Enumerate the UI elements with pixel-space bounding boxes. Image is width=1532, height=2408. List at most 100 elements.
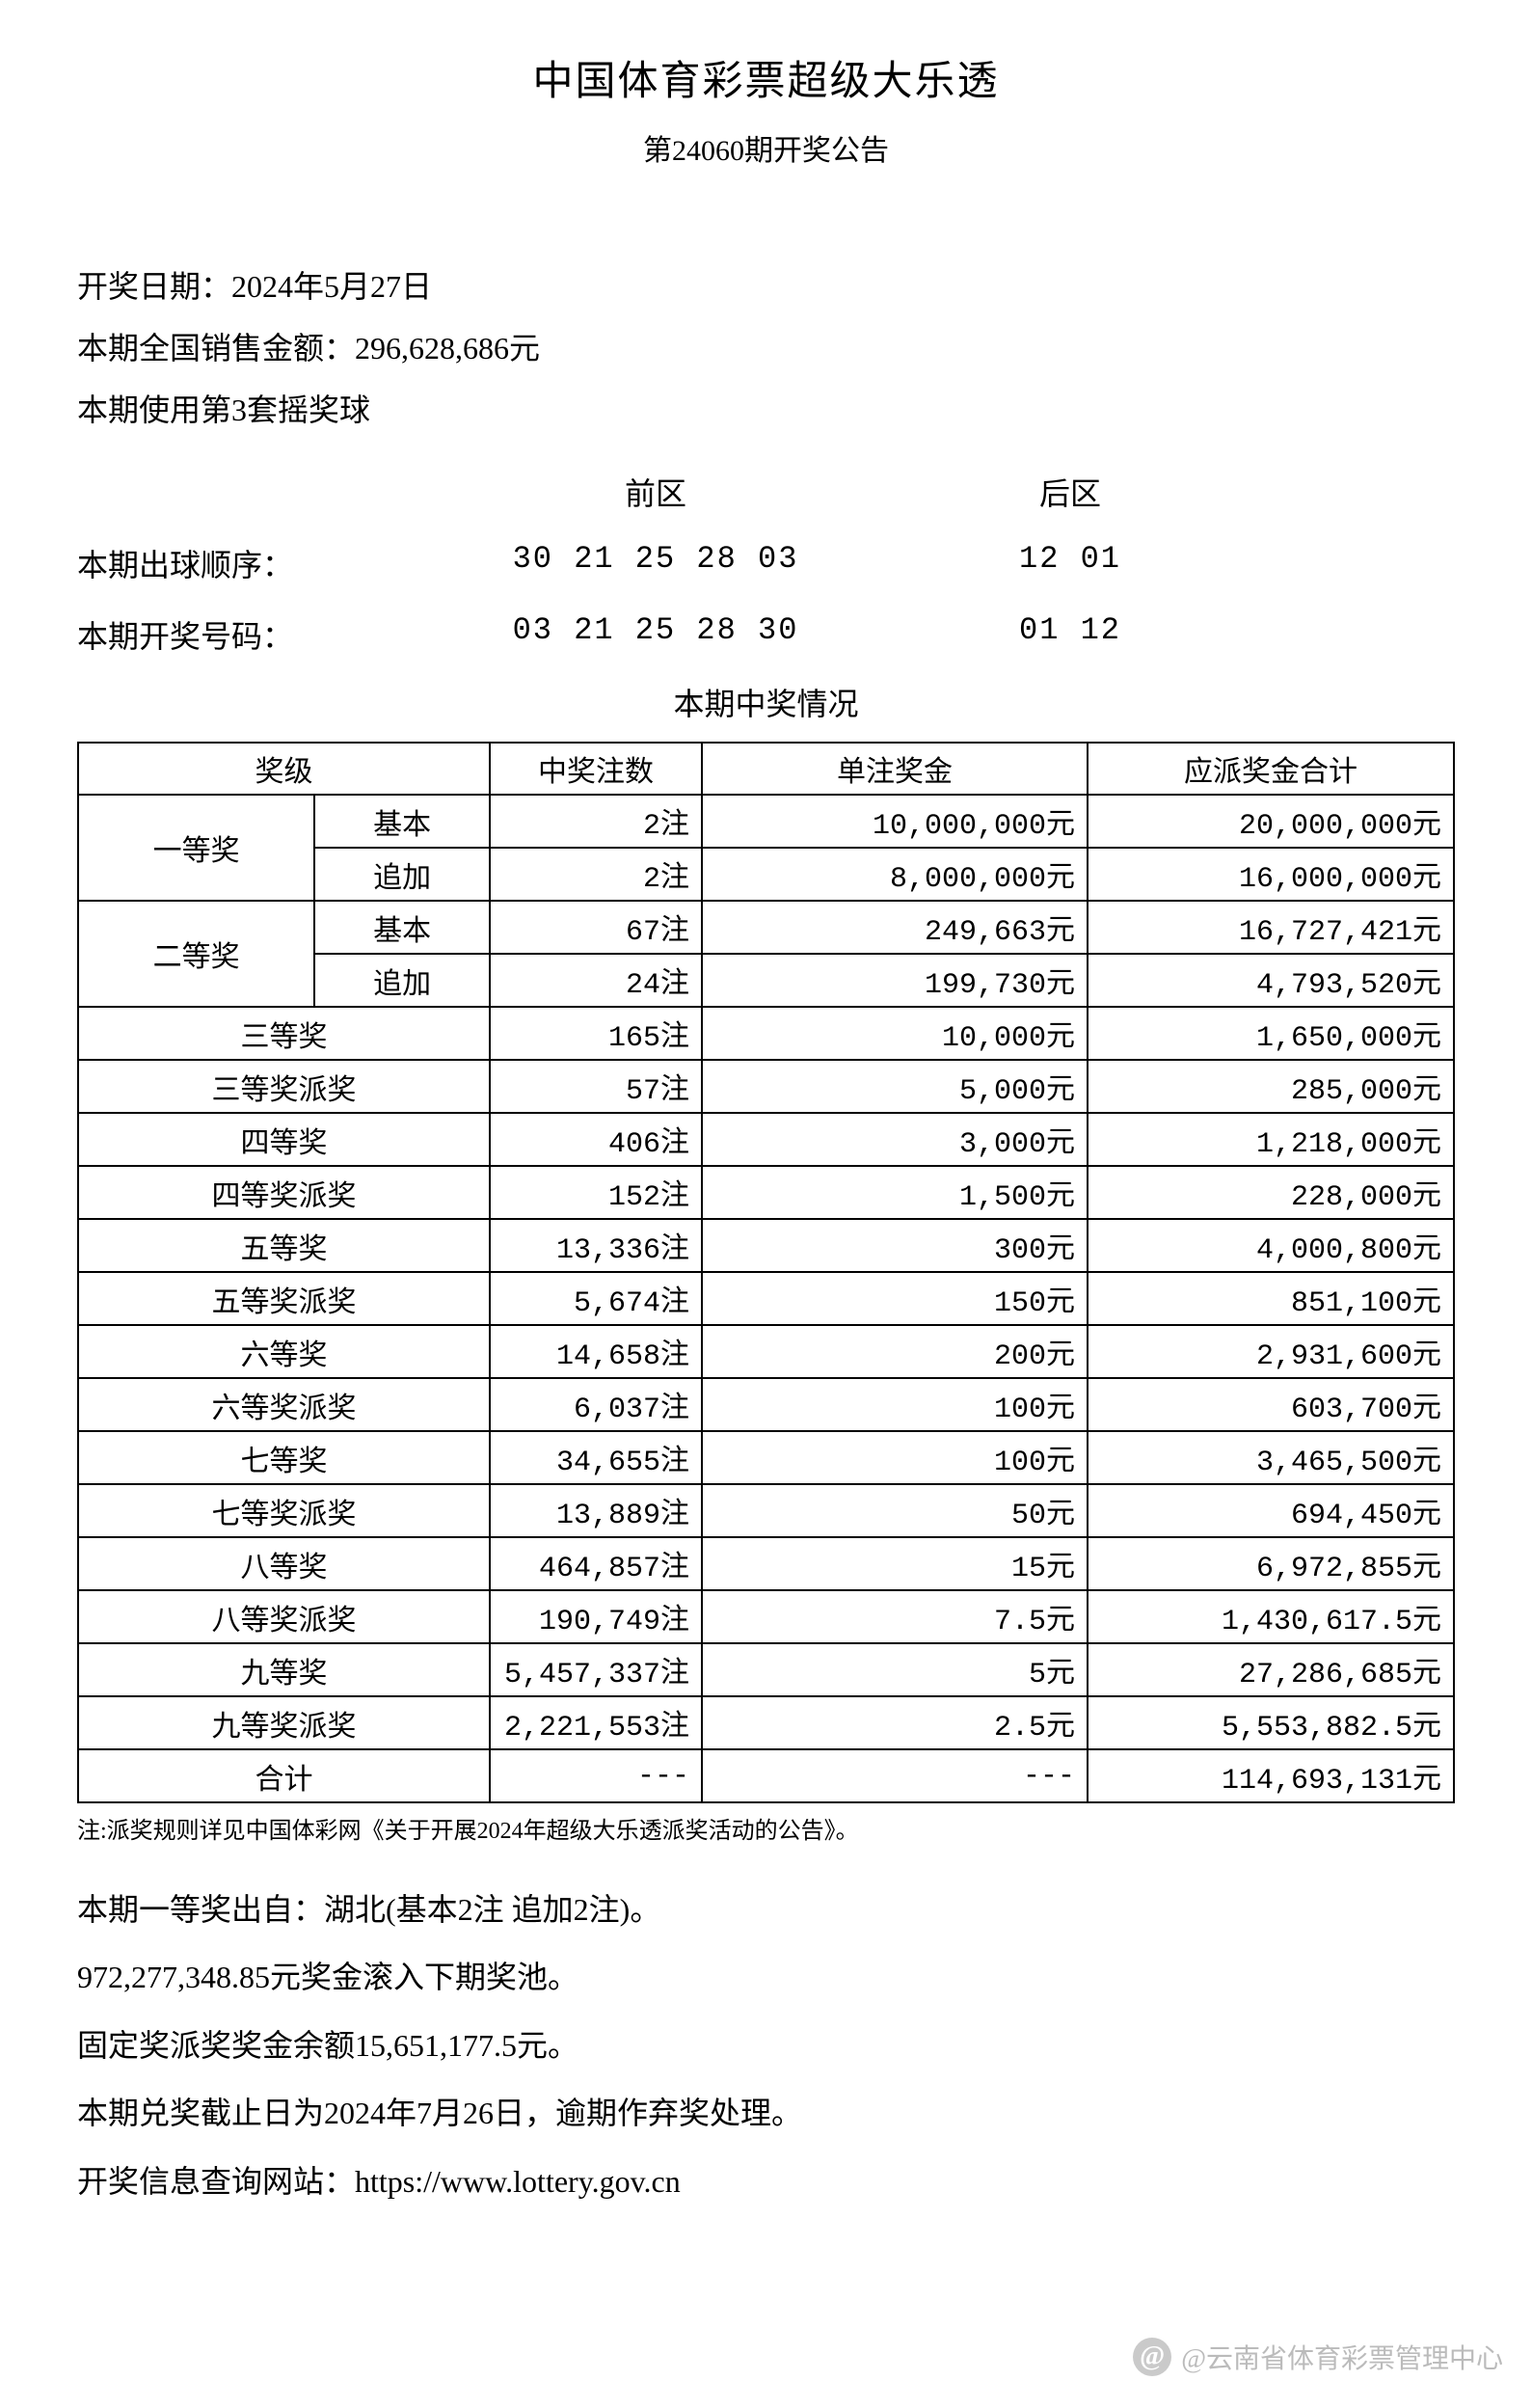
prize-level: 五等奖 [78,1219,490,1272]
table-cell: 8,000,000元 [702,848,1088,901]
table-cell: 4,000,800元 [1088,1219,1454,1272]
table-row: 九等奖5,457,337注5元27,286,685元 [78,1643,1454,1696]
table-cell: 20,000,000元 [1088,795,1454,848]
table-cell: 4,793,520元 [1088,954,1454,1007]
table-cell: 300元 [702,1219,1088,1272]
table-cell: 100元 [702,1378,1088,1431]
doc-subtitle: 第24060期开奖公告 [77,126,1455,169]
front-area-header: 前区 [386,470,926,514]
table-cell: 285,000元 [1088,1060,1454,1113]
table-cell: 1,500元 [702,1166,1088,1219]
table-cell: 57注 [490,1060,702,1113]
fixed-prize-balance: 固定奖派奖奖金余额15,651,177.5元。 [77,2012,1455,2079]
weibo-icon: @ [1133,2338,1171,2376]
rollover-amount: 972,277,348.85元奖金滚入下期奖池。 [77,1943,1455,2011]
prize-sub: 基本 [314,901,490,954]
table-cell: 2,931,600元 [1088,1325,1454,1378]
watermark-text: @云南省体育彩票管理中心 [1181,2338,1503,2376]
numbers-grid: 前区 后区 本期出球顺序： 30 21 25 28 03 12 01 本期开奖号… [77,470,1455,657]
prize-level: 二等奖 [78,901,314,1007]
table-cell: 603,700元 [1088,1378,1454,1431]
prize-level: 七等奖派奖 [78,1484,490,1537]
table-cell: 1,430,617.5元 [1088,1590,1454,1643]
info-website: 开奖信息查询网站：https://www.lottery.gov.cn [77,2148,1455,2215]
table-cell: 851,100元 [1088,1272,1454,1325]
sales-amount: 本期全国销售金额：296,628,686元 [77,317,1455,379]
table-cell: 5,553,882.5元 [1088,1696,1454,1749]
table-cell: 165注 [490,1007,702,1060]
first-prize-origin: 本期一等奖出自：湖北(基本2注 追加2注)。 [77,1876,1455,1943]
prize-level: 九等奖 [78,1643,490,1696]
table-cell: --- [490,1749,702,1802]
prize-sub: 追加 [314,954,490,1007]
col-count: 中奖注数 [490,743,702,795]
table-cell: 249,663元 [702,901,1088,954]
table-row: 六等奖派奖6,037注100元603,700元 [78,1378,1454,1431]
table-header-row: 奖级 中奖注数 单注奖金 应派奖金合计 [78,743,1454,795]
table-cell: 200元 [702,1325,1088,1378]
prize-level: 四等奖 [78,1113,490,1166]
table-row: 五等奖派奖5,674注150元851,100元 [78,1272,1454,1325]
draw-order-back: 12 01 [926,541,1215,585]
table-cell: 5,674注 [490,1272,702,1325]
prize-sub: 基本 [314,795,490,848]
table-cell: 15元 [702,1537,1088,1590]
announcement-document: 中国体育彩票超级大乐透 第24060期开奖公告 开奖日期：2024年5月27日 … [77,48,1455,2215]
table-row: 三等奖165注10,000元1,650,000元 [78,1007,1454,1060]
prize-level: 四等奖派奖 [78,1166,490,1219]
table-cell: 3,000元 [702,1113,1088,1166]
prize-section-title: 本期中奖情况 [77,680,1455,724]
table-cell: 464,857注 [490,1537,702,1590]
info-block: 开奖日期：2024年5月27日 本期全国销售金额：296,628,686元 本期… [77,256,1455,441]
prize-level: 六等奖 [78,1325,490,1378]
table-cell: 6,972,855元 [1088,1537,1454,1590]
table-row: 七等奖34,655注100元3,465,500元 [78,1431,1454,1484]
table-row: 二等奖基本67注249,663元16,727,421元 [78,901,1454,954]
ball-set: 本期使用第3套摇奖球 [77,379,1455,441]
footer-block: 本期一等奖出自：湖北(基本2注 追加2注)。 972,277,348.85元奖金… [77,1876,1455,2215]
sum-label: 合计 [78,1749,490,1802]
table-cell: 694,450元 [1088,1484,1454,1537]
table-cell: 1,218,000元 [1088,1113,1454,1166]
prize-table: 奖级 中奖注数 单注奖金 应派奖金合计 一等奖基本2注10,000,000元20… [77,742,1455,1803]
table-cell: 50元 [702,1484,1088,1537]
col-total: 应派奖金合计 [1088,743,1454,795]
table-cell: 10,000,000元 [702,795,1088,848]
table-cell: 3,465,500元 [1088,1431,1454,1484]
table-cell: 6,037注 [490,1378,702,1431]
table-cell: 5元 [702,1643,1088,1696]
table-cell: 14,658注 [490,1325,702,1378]
table-row: 八等奖派奖190,749注7.5元1,430,617.5元 [78,1590,1454,1643]
table-row: 四等奖派奖152注1,500元228,000元 [78,1166,1454,1219]
table-cell: 5,457,337注 [490,1643,702,1696]
prize-level: 三等奖派奖 [78,1060,490,1113]
table-cell: 406注 [490,1113,702,1166]
table-row: 三等奖派奖57注5,000元285,000元 [78,1060,1454,1113]
table-cell: 2注 [490,848,702,901]
table-cell: 16,000,000元 [1088,848,1454,901]
table-cell: 34,655注 [490,1431,702,1484]
table-cell: 13,889注 [490,1484,702,1537]
table-row: 五等奖13,336注300元4,000,800元 [78,1219,1454,1272]
prize-level: 六等奖派奖 [78,1378,490,1431]
col-level: 奖级 [78,743,490,795]
prize-level: 九等奖派奖 [78,1696,490,1749]
table-row: 九等奖派奖2,221,553注2.5元5,553,882.5元 [78,1696,1454,1749]
bonus-rule-note: 注:派奖规则详见中国体彩网《关于开展2024年超级大乐透派奖活动的公告》。 [77,1811,1455,1845]
col-per: 单注奖金 [702,743,1088,795]
table-cell: 7.5元 [702,1590,1088,1643]
table-cell: 2,221,553注 [490,1696,702,1749]
table-sum-row: 合计------114,693,131元 [78,1749,1454,1802]
table-cell: 1,650,000元 [1088,1007,1454,1060]
table-cell: 114,693,131元 [1088,1749,1454,1802]
prize-level: 七等奖 [78,1431,490,1484]
doc-title: 中国体育彩票超级大乐透 [77,48,1455,107]
winning-front: 03 21 25 28 30 [386,612,926,657]
table-row: 四等奖406注3,000元1,218,000元 [78,1113,1454,1166]
table-row: 八等奖464,857注15元6,972,855元 [78,1537,1454,1590]
draw-order-label: 本期出球顺序： [77,541,386,585]
table-cell: 13,336注 [490,1219,702,1272]
table-cell: 199,730元 [702,954,1088,1007]
prize-level: 五等奖派奖 [78,1272,490,1325]
back-area-header: 后区 [926,470,1215,514]
